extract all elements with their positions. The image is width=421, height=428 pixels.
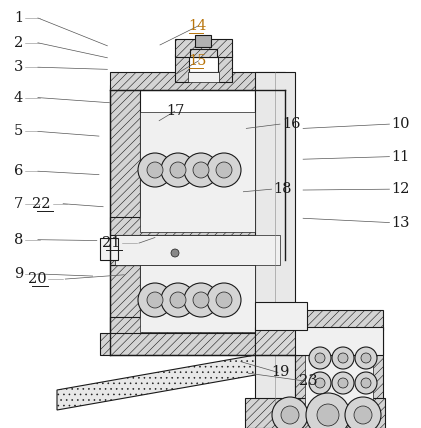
Circle shape: [309, 347, 331, 369]
Text: 5: 5: [14, 125, 23, 138]
Bar: [190, 49, 217, 57]
Bar: [295, 310, 383, 330]
Text: 22: 22: [32, 197, 51, 211]
Bar: [110, 247, 285, 265]
Bar: [295, 327, 383, 355]
Circle shape: [193, 162, 209, 178]
Bar: [110, 72, 285, 90]
Circle shape: [332, 372, 354, 394]
Bar: [100, 333, 295, 355]
Circle shape: [315, 378, 325, 388]
Text: 4: 4: [14, 91, 23, 104]
Circle shape: [272, 397, 308, 428]
Text: 12: 12: [392, 182, 410, 196]
Circle shape: [161, 283, 195, 317]
Bar: [110, 85, 140, 235]
Bar: [175, 39, 232, 57]
Text: 10: 10: [392, 117, 410, 131]
Circle shape: [147, 292, 163, 308]
Bar: [255, 327, 307, 355]
Bar: [140, 265, 255, 332]
Circle shape: [315, 353, 325, 363]
Bar: [255, 72, 295, 405]
Bar: [115, 235, 280, 265]
Text: 21: 21: [101, 236, 120, 250]
Circle shape: [184, 153, 218, 187]
Text: 13: 13: [392, 216, 410, 229]
Bar: [255, 302, 307, 330]
Polygon shape: [57, 348, 295, 410]
Text: 11: 11: [392, 150, 410, 163]
Circle shape: [138, 153, 172, 187]
Circle shape: [216, 292, 232, 308]
Circle shape: [171, 249, 179, 257]
Text: 20: 20: [28, 272, 46, 286]
Bar: [110, 217, 285, 235]
Circle shape: [354, 406, 372, 424]
Circle shape: [207, 153, 241, 187]
Circle shape: [170, 162, 186, 178]
Circle shape: [184, 283, 218, 317]
Circle shape: [138, 283, 172, 317]
Circle shape: [161, 153, 195, 187]
Text: 3: 3: [14, 60, 23, 74]
Bar: [110, 265, 140, 335]
Circle shape: [309, 372, 331, 394]
Text: 6: 6: [14, 164, 23, 178]
Bar: [295, 327, 383, 415]
Text: 8: 8: [14, 233, 23, 247]
Bar: [140, 112, 255, 232]
Circle shape: [317, 404, 339, 426]
Circle shape: [345, 397, 381, 428]
Circle shape: [332, 347, 354, 369]
Text: 17: 17: [166, 104, 185, 118]
Circle shape: [355, 347, 377, 369]
Text: 1: 1: [14, 11, 23, 25]
Bar: [195, 35, 211, 47]
Bar: [255, 265, 285, 335]
Text: 14: 14: [189, 19, 207, 33]
Text: 18: 18: [274, 182, 292, 196]
Circle shape: [338, 378, 348, 388]
Bar: [188, 72, 219, 82]
Bar: [175, 54, 189, 82]
Circle shape: [355, 372, 377, 394]
Text: 2: 2: [14, 36, 23, 50]
Circle shape: [361, 353, 371, 363]
Text: 16: 16: [282, 117, 301, 131]
Circle shape: [207, 283, 241, 317]
Bar: [305, 334, 373, 407]
Circle shape: [306, 393, 350, 428]
Text: 19: 19: [272, 366, 290, 379]
Text: 7: 7: [14, 197, 23, 211]
Text: 23: 23: [299, 374, 317, 388]
Circle shape: [216, 162, 232, 178]
Bar: [100, 238, 118, 260]
Circle shape: [170, 292, 186, 308]
Circle shape: [193, 292, 209, 308]
Bar: [255, 85, 285, 235]
Bar: [110, 317, 285, 335]
Bar: [245, 398, 385, 428]
Text: 15: 15: [189, 54, 207, 68]
Circle shape: [281, 406, 299, 424]
Circle shape: [338, 353, 348, 363]
Text: 9: 9: [14, 267, 23, 281]
Circle shape: [147, 162, 163, 178]
Circle shape: [361, 378, 371, 388]
Bar: [218, 54, 232, 82]
